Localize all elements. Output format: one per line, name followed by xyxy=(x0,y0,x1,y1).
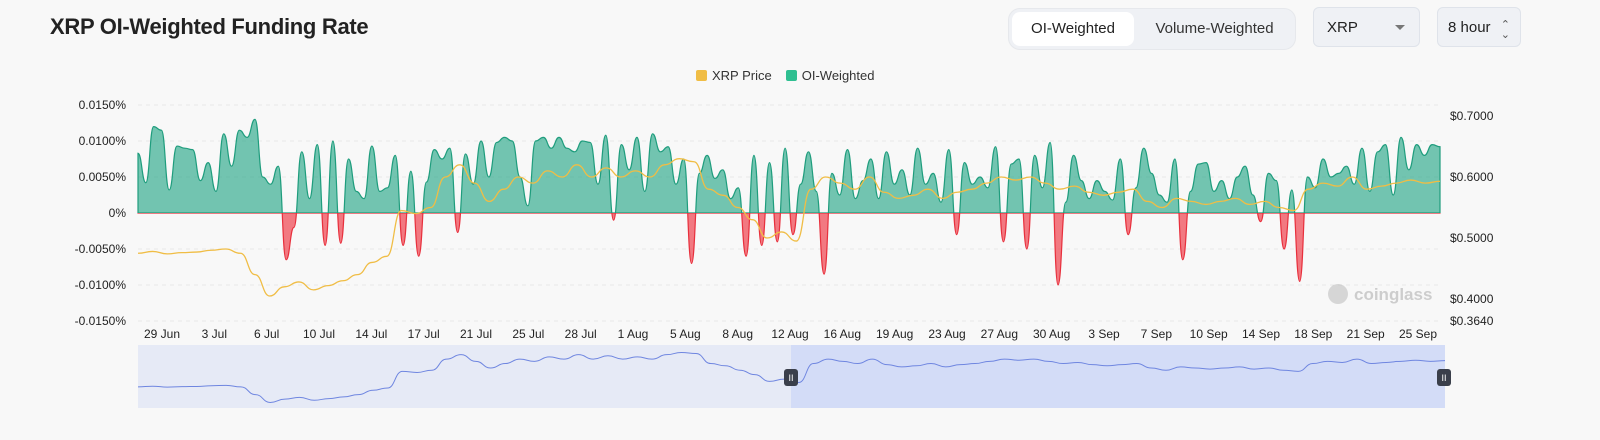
navigator-selection xyxy=(791,345,1445,408)
x-tick-label: 18 Sep xyxy=(1294,327,1332,341)
x-tick-label: 14 Sep xyxy=(1242,327,1280,341)
x-tick-label: 10 Sep xyxy=(1190,327,1228,341)
x-tick-label: 21 Sep xyxy=(1347,327,1385,341)
updown-chevron-icon: ⌃ ⌄ xyxy=(1500,19,1510,41)
y-left-tick-label: -0.0050% xyxy=(75,242,127,256)
x-tick-label: 1 Aug xyxy=(618,327,649,341)
x-tick-label: 21 Jul xyxy=(460,327,492,341)
x-tick-label: 14 Jul xyxy=(355,327,387,341)
x-tick-label: 16 Aug xyxy=(824,327,861,341)
x-tick-label: 19 Aug xyxy=(876,327,913,341)
x-tick-label: 25 Sep xyxy=(1399,327,1437,341)
x-tick-label: 5 Aug xyxy=(670,327,701,341)
legend-price[interactable]: XRP Price xyxy=(696,68,772,83)
x-tick-label: 12 Aug xyxy=(771,327,808,341)
legend-swatch-oi xyxy=(785,70,797,81)
x-tick-label: 23 Aug xyxy=(928,327,965,341)
y-right-tick-label: $0.3640 xyxy=(1450,314,1494,328)
y-left-tick-label: 0.0100% xyxy=(79,134,127,148)
x-tick-label: 17 Jul xyxy=(408,327,440,341)
x-tick-label: 28 Jul xyxy=(565,327,597,341)
x-tick-label: 6 Jul xyxy=(254,327,279,341)
navigator-handle-left[interactable]: II xyxy=(784,369,798,386)
chevron-down-icon xyxy=(1395,25,1405,30)
x-tick-label: 30 Aug xyxy=(1033,327,1070,341)
tab-volume-weighted[interactable]: Volume-Weighted xyxy=(1155,20,1274,37)
tab-oi-weighted[interactable]: OI-Weighted xyxy=(1012,12,1134,46)
svg-text:II: II xyxy=(788,373,793,383)
funding-positive-area xyxy=(137,118,1441,213)
y-left-tick-label: 0.0050% xyxy=(79,170,127,184)
legend-label: OI-Weighted xyxy=(801,68,875,83)
x-tick-label: 10 Jul xyxy=(303,327,335,341)
svg-text:II: II xyxy=(1441,373,1446,383)
legend: XRP Price OI-Weighted xyxy=(696,68,874,83)
legend-oi[interactable]: OI-Weighted xyxy=(785,68,875,83)
symbol-select[interactable]: XRP xyxy=(1313,7,1420,47)
y-right-tick-label: $0.5000 xyxy=(1450,231,1494,245)
y-left-tick-label: -0.0100% xyxy=(75,278,127,292)
y-left-tick-label: -0.0150% xyxy=(75,314,127,328)
coinglass-logo-icon xyxy=(1328,284,1348,304)
y-left-tick-label: 0.0150% xyxy=(79,98,127,112)
price-line xyxy=(137,158,1441,297)
watermark: coinglass xyxy=(1328,284,1432,304)
interval-value: 8 hour xyxy=(1448,19,1491,36)
page-title: XRP OI-Weighted Funding Rate xyxy=(50,14,369,39)
x-tick-label: 7 Sep xyxy=(1141,327,1173,341)
y-right-tick-label: $0.7000 xyxy=(1450,109,1494,123)
x-tick-label: 8 Aug xyxy=(722,327,753,341)
navigator-handle-right[interactable]: II xyxy=(1437,369,1451,386)
symbol-value: XRP xyxy=(1327,19,1358,36)
y-right-tick-label: $0.6000 xyxy=(1450,170,1494,184)
watermark-text: coinglass xyxy=(1354,285,1432,304)
x-tick-label: 25 Jul xyxy=(512,327,544,341)
x-tick-label: 3 Sep xyxy=(1088,327,1120,341)
x-tick-label: 3 Jul xyxy=(202,327,227,341)
x-tick-label: 27 Aug xyxy=(981,327,1018,341)
weighting-toggle: OI-Weighted Volume-Weighted xyxy=(1008,8,1296,50)
navigator-line xyxy=(137,351,1446,403)
navigator[interactable] xyxy=(138,345,1445,408)
legend-label: XRP Price xyxy=(712,68,772,83)
y-left-tick-label: 0% xyxy=(109,206,127,220)
x-tick-label: 29 Jun xyxy=(144,327,180,341)
interval-select[interactable]: 8 hour ⌃ ⌄ xyxy=(1437,7,1521,47)
y-right-tick-label: $0.4000 xyxy=(1450,292,1494,306)
legend-swatch-price xyxy=(696,70,707,81)
funding-negative-area xyxy=(137,213,1441,286)
